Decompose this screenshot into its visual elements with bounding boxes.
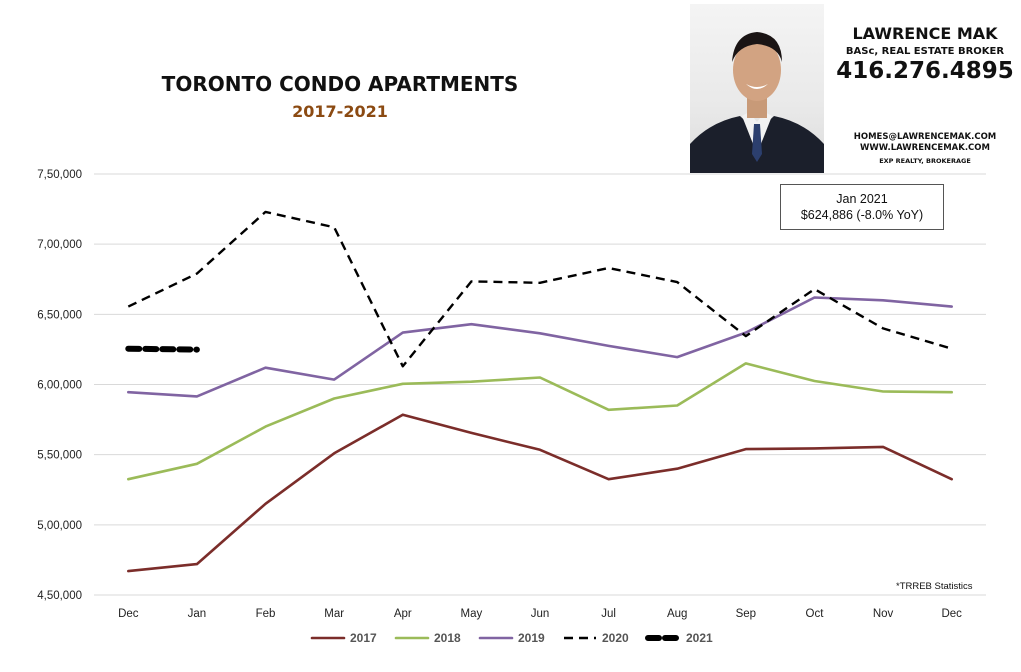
- y-tick-label: 7,00,000: [37, 239, 82, 251]
- x-tick-label: Jun: [531, 608, 550, 620]
- legend-label-2021: 2021: [686, 631, 713, 645]
- series-line-2019: [127, 296, 954, 398]
- series-line-2021: [125, 345, 200, 353]
- y-tick-label: 7,50,000: [37, 169, 82, 181]
- chart-subtitle: 2017-2021: [292, 102, 388, 121]
- agent-phone: 416.276.4895: [836, 58, 1014, 84]
- source-note: *TRREB Statistics: [896, 581, 973, 592]
- legend-label-2020: 2020: [602, 631, 629, 645]
- x-tick-label: Mar: [324, 608, 344, 620]
- series-line-2018: [127, 362, 954, 481]
- agent-credentials: BASc, REAL ESTATE BROKER: [845, 46, 1005, 57]
- x-tick-label: Dec: [118, 608, 139, 620]
- callout-value: $624,886 (-8.0% YoY): [800, 208, 924, 222]
- agent-email: HOMES@LAWRENCEMAK.COM: [853, 132, 997, 142]
- callout-date: Jan 2021: [836, 192, 888, 206]
- x-tick-label: Aug: [667, 608, 687, 620]
- legend: 2017 2018 2019 2020 2021: [310, 631, 713, 645]
- x-tick-label: Nov: [873, 608, 894, 620]
- legend-label-2018: 2018: [434, 631, 461, 645]
- x-tick-label: Jul: [601, 608, 616, 620]
- x-axis-tick-labels: Dec Jan Feb Mar Apr May Jun Jul Aug Sep Oct Nov Dec: [118, 608, 962, 620]
- x-tick-label: May: [461, 608, 483, 620]
- agent-name: LAWRENCE MAK: [852, 24, 998, 43]
- y-tick-label: 5,50,000: [37, 450, 82, 462]
- chart-title: TORONTO CONDO APARTMENTS: [161, 72, 519, 96]
- agent-brokerage: EXP REALTY, BROKERAGE: [879, 157, 971, 165]
- series-line-2020: [127, 210, 953, 368]
- x-tick-label: Apr: [394, 608, 412, 620]
- x-tick-label: Oct: [806, 608, 825, 620]
- y-tick-label: 4,50,000: [37, 590, 82, 602]
- legend-label-2017: 2017: [350, 631, 377, 645]
- y-tick-label: 6,50,000: [37, 309, 82, 321]
- x-tick-label: Dec: [941, 608, 962, 620]
- y-tick-label: 5,00,000: [37, 520, 82, 532]
- legend-label-2019: 2019: [518, 631, 545, 645]
- x-tick-label: Feb: [256, 608, 276, 620]
- series-line-2017: [127, 413, 954, 573]
- y-tick-label: 6,00,000: [37, 380, 82, 392]
- agent-photo: [690, 4, 824, 173]
- agent-website: WWW.LAWRENCEMAK.COM: [860, 143, 990, 153]
- callout-box: Jan 2021 $624,886 (-8.0% YoY): [780, 184, 944, 230]
- y-axis-tick-labels: 4,50,000 5,00,000 5,50,000 6,00,000 6,50,000…: [37, 169, 82, 602]
- x-tick-label: Sep: [736, 608, 756, 620]
- x-tick-label: Jan: [188, 608, 207, 620]
- series-lines: [125, 210, 954, 573]
